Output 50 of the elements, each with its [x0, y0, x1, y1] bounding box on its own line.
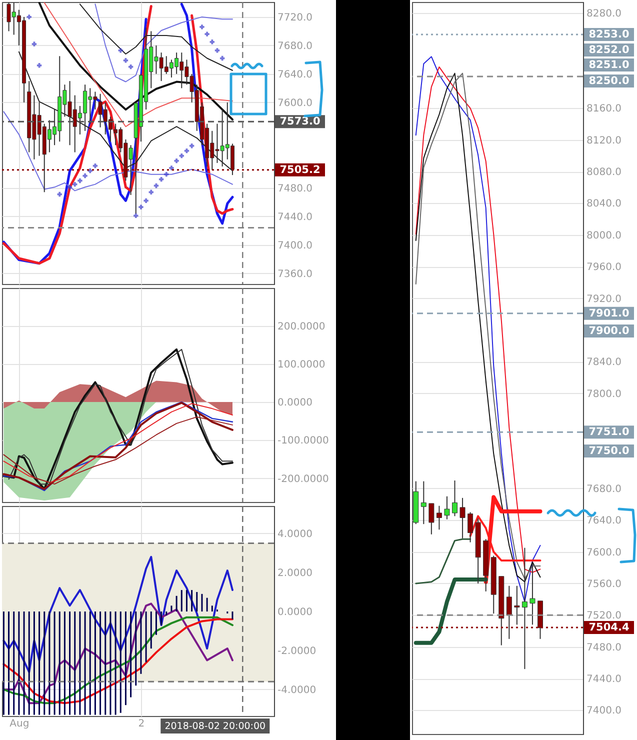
y-tick-label: 200.0000 [278, 321, 326, 332]
y-tick-label: 7640.0 [586, 516, 622, 527]
y-tick-label: 7680.0 [586, 484, 622, 495]
text: 8250.0 [588, 75, 630, 87]
x-tick-label: 2 [138, 718, 145, 730]
y-tick-label: 7840.0 [586, 357, 622, 368]
y-tick-label: 8280.0 [586, 8, 622, 20]
text: 8251.0 [588, 59, 630, 71]
ref-line-label: 7573.0 [280, 116, 320, 128]
y-tick-label: -4.0000 [278, 684, 316, 696]
y-tick-label: 4.0000 [278, 528, 312, 540]
y-tick-label: 7480.0 [278, 183, 312, 194]
text: 7900.0 [588, 325, 630, 337]
y-tick-label: 8120.0 [586, 135, 622, 146]
y-tick-label: 7560.0 [586, 578, 622, 590]
y-tick-label: 7680.0 [278, 40, 312, 52]
y-tick-label: 2.0000 [278, 568, 312, 579]
y-tick-label: 7960.0 [586, 262, 622, 274]
y-tick-label: 7400.0 [586, 706, 622, 717]
ref-line-label: 2018-08-02 20:00:00 [164, 721, 266, 732]
text: 7750.0 [588, 445, 630, 457]
ref-line-label: 7504.4 [588, 622, 630, 634]
y-tick-label: 100.0000 [278, 359, 326, 370]
ref-line-label: 7751.0 [588, 426, 630, 438]
y-tick-label: 7400.0 [278, 240, 312, 252]
text: 8252.0 [588, 44, 630, 56]
ref-line-label: 8253.0 [588, 28, 630, 40]
y-tick-label: 7640.0 [278, 69, 312, 80]
y-tick-label: 8000.0 [586, 230, 622, 242]
y-tick-label: 8080.0 [586, 167, 622, 178]
y-tick-label: 8160.0 [586, 104, 622, 115]
ref-line-label: 7505.2 [280, 164, 320, 176]
y-tick-label: 0.0000 [278, 398, 312, 409]
y-tick-label: -200.0000 [278, 474, 329, 485]
y-tick-label: 7440.0 [278, 212, 312, 223]
y-tick-label: 7600.0 [586, 547, 622, 558]
y-tick-label: 7440.0 [586, 674, 622, 686]
y-tick-label: 0.0000 [278, 606, 312, 618]
ref-line-label: 7901.0 [588, 307, 630, 320]
y-tick-label: 7600.0 [278, 98, 312, 109]
x-tick-label: Aug [10, 718, 30, 730]
y-tick-label: 7720.0 [278, 12, 312, 24]
y-tick-label: 7800.0 [586, 388, 622, 400]
y-tick-label: 7480.0 [586, 642, 622, 654]
y-tick-label: -2.0000 [278, 646, 316, 657]
y-tick-label: 8040.0 [586, 198, 622, 210]
y-tick-label: 7920.0 [586, 294, 622, 305]
y-tick-label: -100.0000 [278, 436, 329, 447]
y-tick-label: 7360.0 [278, 268, 312, 280]
y-tick-label: 7520.0 [586, 610, 622, 622]
